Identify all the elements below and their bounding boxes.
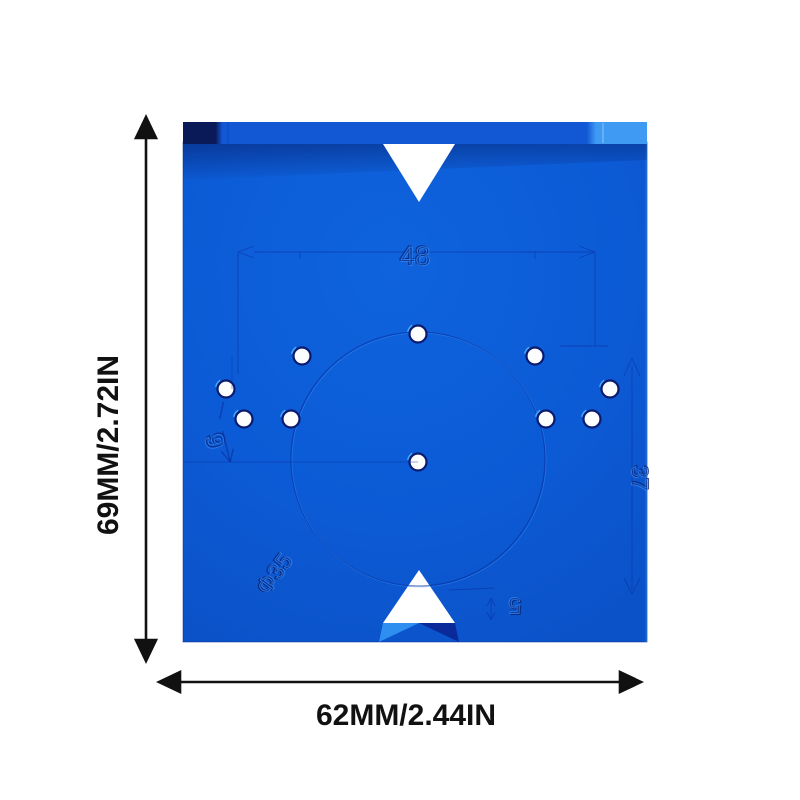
svg-text:62MM/2.44IN: 62MM/2.44IN [316, 699, 496, 732]
svg-text:48: 48 [401, 242, 431, 272]
svg-text:37: 37 [626, 466, 652, 492]
svg-text:69MM/2.72IN: 69MM/2.72IN [92, 355, 125, 535]
svg-text:5: 5 [508, 592, 521, 618]
